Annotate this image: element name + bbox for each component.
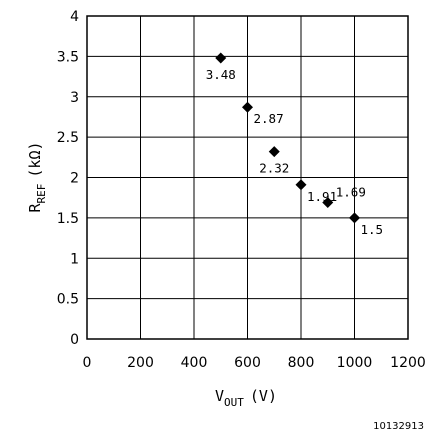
y-tick-label: 1 — [70, 251, 79, 267]
data-point-marker — [268, 146, 280, 158]
data-points — [215, 52, 360, 224]
y-tick-label: 2 — [70, 171, 79, 187]
x-tick-label: 200 — [127, 355, 154, 371]
data-point-marker — [215, 52, 227, 64]
x-tick-label: 1000 — [337, 355, 373, 371]
figure-id: 10132913 — [373, 421, 424, 432]
data-point-marker — [349, 212, 360, 224]
y-tick-label: 3.5 — [57, 49, 79, 65]
data-label: 1.5 — [361, 222, 384, 237]
y-tick-label: 3 — [70, 90, 79, 106]
y-tick-label: 4 — [70, 9, 79, 25]
data-label: 1.69 — [336, 185, 366, 200]
data-label: 2.32 — [259, 161, 289, 176]
data-label: 3.48 — [206, 67, 236, 82]
x-tick-label: 400 — [181, 355, 208, 371]
x-axis-ticks: 0 200 400 600 800 1000 1200 — [83, 355, 426, 371]
y-axis-ticks: 0 0.5 1 1.5 2 2.5 3 3.5 4 — [57, 9, 79, 348]
data-point-marker — [242, 101, 253, 113]
x-tick-label: 600 — [234, 355, 261, 371]
x-tick-label: 0 — [83, 355, 92, 371]
y-tick-label: 2.5 — [57, 130, 79, 146]
data-label: 1.91 — [307, 189, 337, 204]
y-tick-label: 0.5 — [57, 292, 79, 308]
y-tick-label: 0 — [70, 332, 79, 348]
data-labels: 3.48 2.87 2.32 1.911.69 1.5 — [206, 67, 383, 237]
x-axis-title: VOUT (V) — [215, 387, 277, 409]
x-tick-label: 1200 — [390, 355, 426, 371]
data-point-marker — [295, 179, 307, 191]
y-axis-title: RREF(kΩ) — [26, 141, 48, 212]
y-tick-label: 1.5 — [57, 211, 79, 227]
data-point-marker — [322, 197, 334, 209]
plot-frame — [86, 15, 409, 340]
x-tick-label: 800 — [288, 355, 315, 371]
data-label: 2.87 — [254, 111, 284, 126]
